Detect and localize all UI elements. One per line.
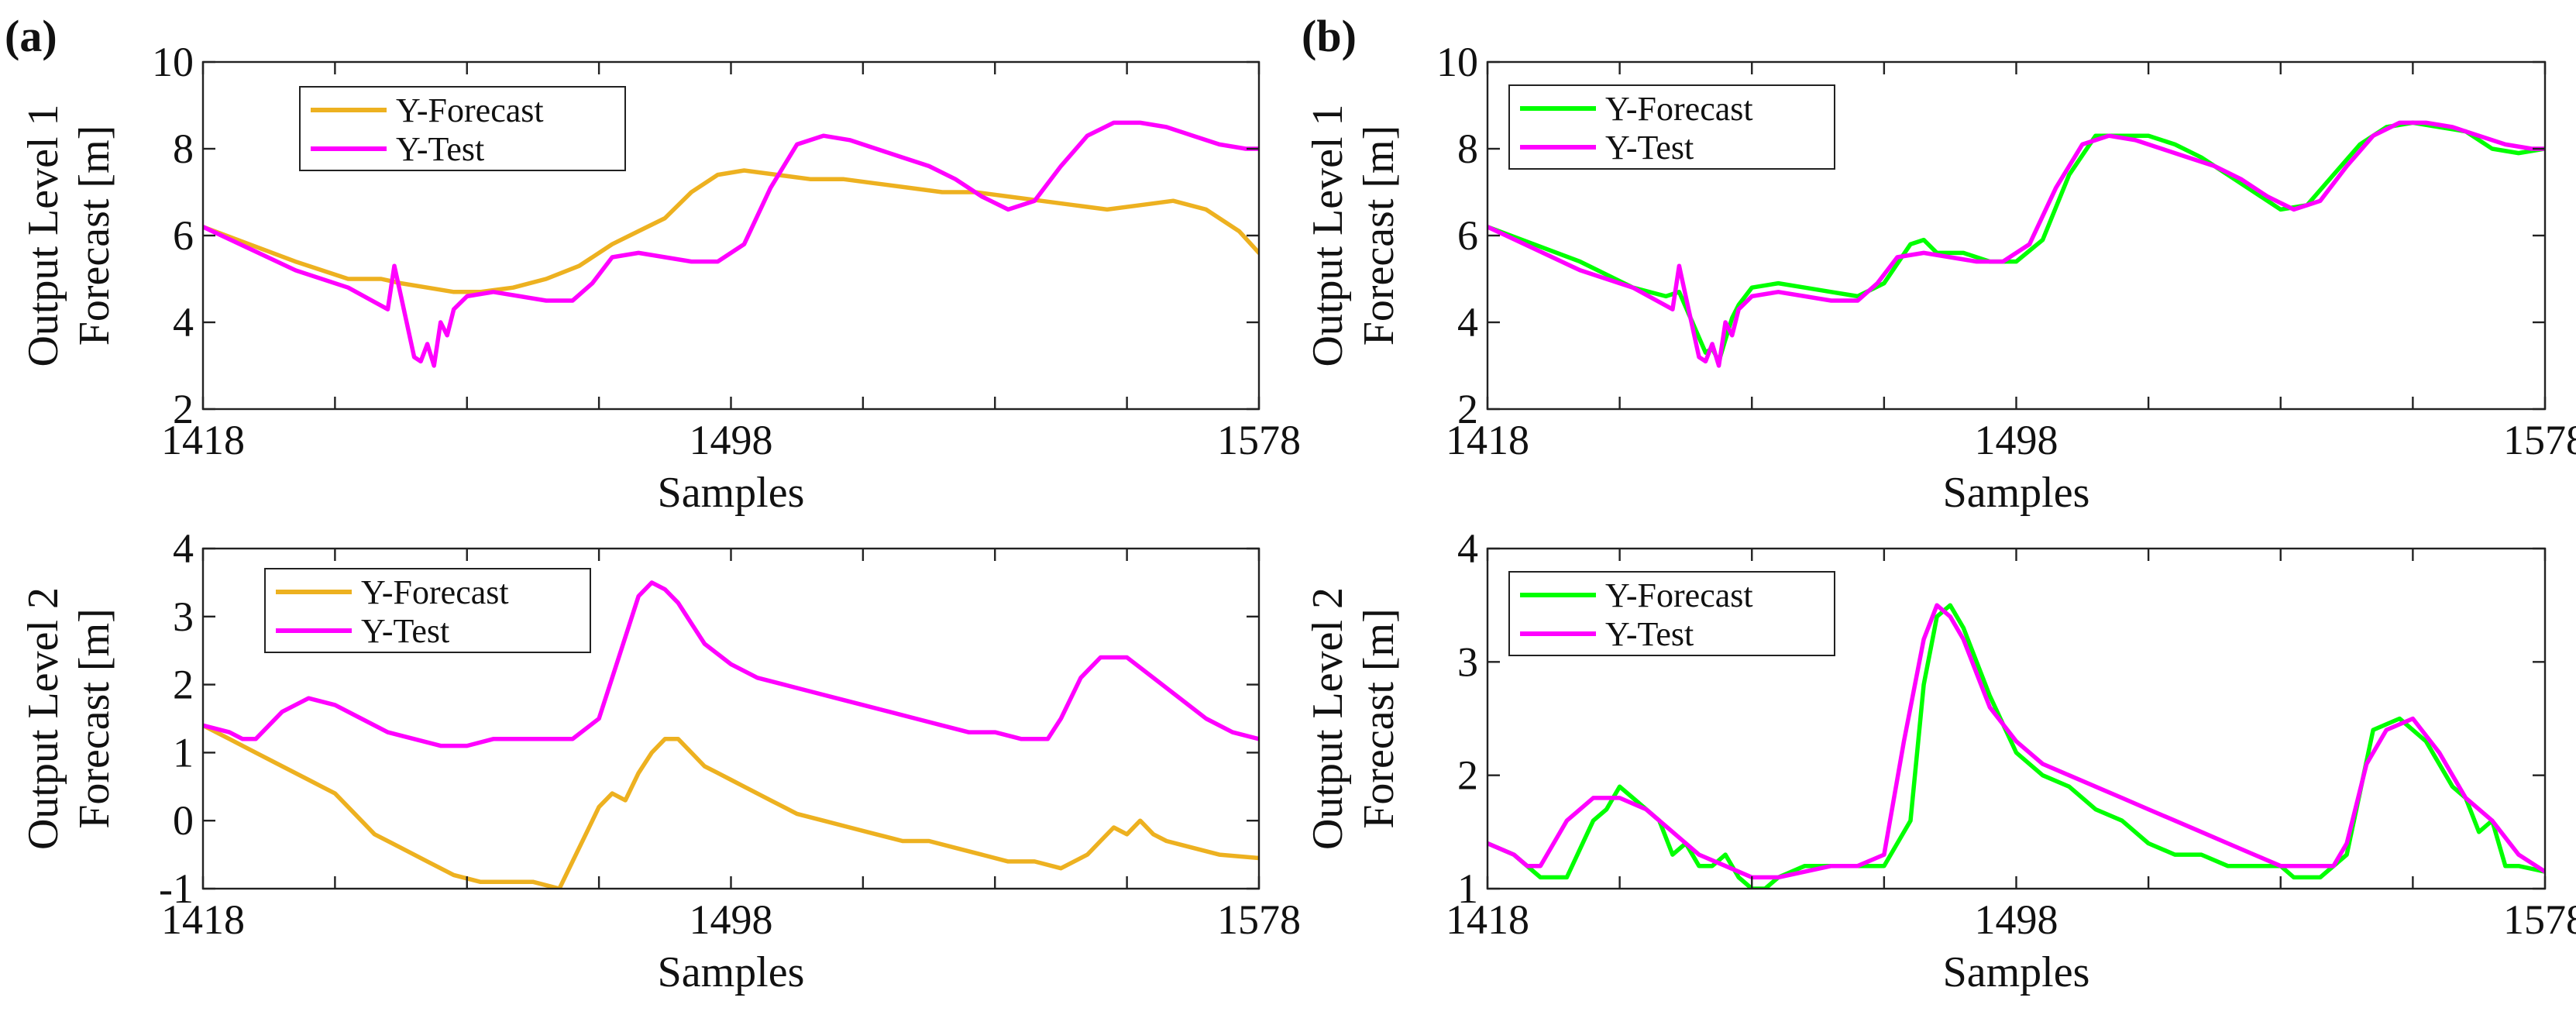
y-tick-label: 10 <box>152 39 194 85</box>
y-tick-label: 6 <box>173 212 194 259</box>
y-tick-label: 3 <box>1457 638 1478 685</box>
series-line-y-forecast <box>203 168 1259 294</box>
y-tick-label: 1 <box>173 729 194 776</box>
y-tick-label: 8 <box>173 126 194 172</box>
x-tick-label: 1418 <box>1446 417 1529 463</box>
x-tick-label: 1578 <box>1217 417 1301 463</box>
y-tick-label: 2 <box>173 386 194 432</box>
legend-box <box>299 86 626 171</box>
y-tick-label: 8 <box>1457 126 1478 172</box>
y-tick-label: 2 <box>1457 386 1478 432</box>
legend-label: Y-Forecast <box>361 573 509 611</box>
x-axis-label: Samples <box>1943 469 2090 517</box>
series-line-y-test <box>1487 120 2545 368</box>
series-line-y-forecast <box>203 723 1259 889</box>
legend-label: Y-Forecast <box>1605 576 1753 614</box>
legend-label: Y-Test <box>1605 615 1694 653</box>
x-tick-label: 1498 <box>690 417 773 463</box>
legend-label: Y-Forecast <box>396 91 544 129</box>
x-tick-label: 1578 <box>1217 896 1301 943</box>
y-tick-label: 3 <box>173 593 194 640</box>
y-axis-label: Output Level 2 <box>1304 587 1352 850</box>
y-axis-label: Output Level 1 <box>19 104 67 366</box>
y-tick-label: 0 <box>173 797 194 844</box>
legend-label: Y-Forecast <box>1605 90 1753 128</box>
x-tick-label: 1418 <box>1446 896 1529 943</box>
chart-4: 1418 1498 1578 1 2 3 4 Samples Output Level 2For… <box>1304 525 2576 996</box>
panel-label-b: (b) <box>1302 11 1357 61</box>
legend-label: Y-Test <box>1605 129 1694 167</box>
legend-box <box>1508 571 1835 656</box>
x-tick-label: 1578 <box>2503 417 2576 463</box>
x-tick-label: 1418 <box>161 417 245 463</box>
x-axis-label: Samples <box>658 948 805 996</box>
y-axis-label: Forecast [m] <box>1355 126 1403 346</box>
y-axis-label: Forecast [m] <box>71 608 119 829</box>
y-tick-label: 10 <box>1436 39 1478 85</box>
y-tick-label: 4 <box>173 525 194 572</box>
series-line-y-forecast <box>1487 603 2545 889</box>
chart-2: 1418 1498 1578 2 4 6 8 10 Samples Output Level 1F… <box>1304 39 2576 517</box>
y-tick-label: 4 <box>173 299 194 346</box>
y-tick-label: 6 <box>1457 212 1478 259</box>
x-tick-label: 1498 <box>690 896 773 943</box>
series-line-y-test <box>1487 603 2545 880</box>
y-axis-label: Forecast [m] <box>1355 608 1403 829</box>
chart-3: 1418 1498 1578 -1 0 1 2 3 4 Samples Output Level 2… <box>19 525 1301 996</box>
series-line-y-test <box>203 580 1259 748</box>
y-tick-label: 4 <box>1457 299 1478 346</box>
x-tick-label: 1498 <box>1975 417 2058 463</box>
x-axis-label: Samples <box>658 469 805 517</box>
y-tick-label: 2 <box>173 662 194 708</box>
x-tick-label: 1498 <box>1975 896 2058 943</box>
x-tick-label: 1418 <box>161 896 245 943</box>
x-axis-label: Samples <box>1943 948 2090 996</box>
legend-label: Y-Test <box>361 612 449 650</box>
x-tick-label: 1578 <box>2503 896 2576 943</box>
legend-label: Y-Test <box>396 130 484 168</box>
y-axis-label: Output Level 2 <box>19 587 67 850</box>
y-axis-label: Forecast [m] <box>71 126 119 346</box>
legend-box <box>264 568 591 653</box>
y-tick-label: 1 <box>1457 865 1478 912</box>
y-axis-label: Output Level 1 <box>1304 104 1352 366</box>
y-tick-label: -1 <box>159 865 194 912</box>
panel-label-a: (a) <box>5 11 57 61</box>
legend-box <box>1508 84 1835 170</box>
series-line-y-test <box>203 120 1259 368</box>
y-tick-label: 4 <box>1457 525 1478 572</box>
y-tick-label: 2 <box>1457 752 1478 799</box>
